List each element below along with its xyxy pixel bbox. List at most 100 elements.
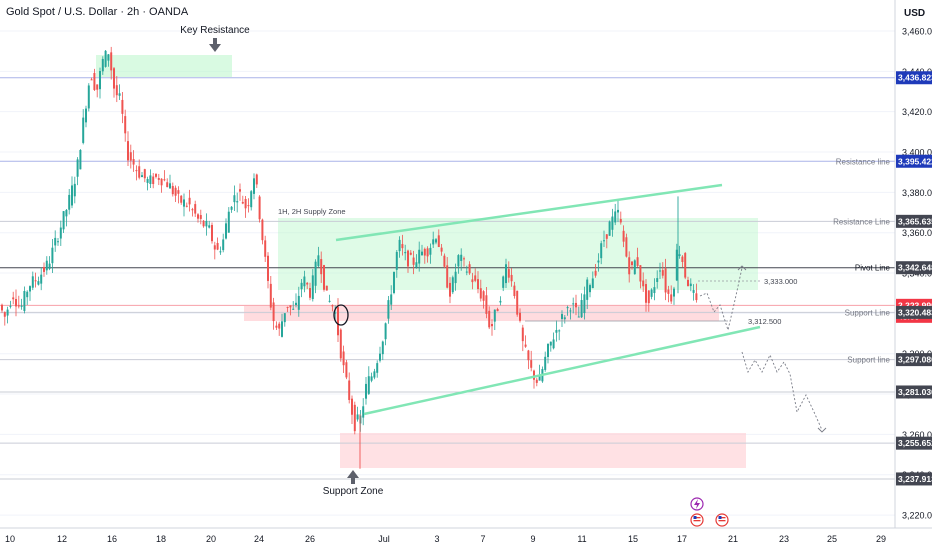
price-line-label: Pivot Line — [855, 264, 891, 273]
candle-body — [328, 300, 331, 302]
candle-body — [233, 195, 236, 203]
candle-body — [99, 70, 101, 90]
candle-body — [325, 285, 328, 291]
flag-stripe — [718, 520, 726, 522]
candle-body — [617, 209, 619, 213]
candle-body — [306, 282, 309, 285]
candle-body — [645, 284, 647, 303]
candle-body — [589, 285, 591, 293]
price-axis-badge[interactable] — [896, 353, 932, 367]
x-tick-label: 21 — [728, 534, 738, 544]
price-axis-badge-value: 3,255.652 — [898, 438, 932, 448]
price-axis-badge[interactable] — [896, 214, 932, 228]
price-axis-badge[interactable] — [896, 472, 932, 486]
candle-body — [113, 68, 115, 89]
candle-body — [37, 281, 40, 285]
candle-body — [250, 191, 253, 208]
candle-body — [619, 219, 622, 223]
price-axis-badge[interactable] — [896, 436, 932, 450]
price-axis[interactable]: 3,220.0003,240.0003,260.0003,280.0003,30… — [894, 0, 932, 528]
candle-body — [639, 265, 642, 282]
candle-body — [68, 194, 71, 210]
candle-body — [199, 215, 202, 219]
price-axis-badge-value: 3,237.913 — [898, 474, 932, 484]
candle-body — [675, 249, 678, 281]
price-axis-badge-value: 3,365.635 — [898, 216, 932, 226]
candle-body — [177, 190, 180, 194]
candle-body — [479, 288, 482, 299]
price-axis-badge[interactable] — [896, 71, 932, 85]
candle-body — [575, 302, 577, 308]
candle-body — [597, 260, 600, 263]
candle-body — [275, 325, 278, 328]
candle-body — [174, 187, 177, 196]
y-tick-label: 3,380.000 — [902, 188, 932, 198]
price-axis-badge[interactable] — [896, 261, 932, 275]
chart-title: Gold Spot / U.S. Dollar · 2h · OANDA — [6, 6, 189, 18]
candle-body — [202, 220, 205, 227]
support-zone-label: Support Zone — [323, 486, 384, 497]
price-line-label: Resistance Line — [833, 217, 890, 226]
candle-body — [205, 220, 208, 227]
candle-body — [107, 54, 110, 61]
candle-body — [488, 310, 491, 328]
candle-body — [390, 294, 393, 305]
candle-body — [15, 298, 17, 307]
candle-body — [303, 276, 306, 287]
candle-body — [404, 252, 407, 254]
candle-body — [692, 290, 695, 293]
zones — [96, 55, 758, 468]
candle-body — [353, 404, 356, 432]
candle-body — [465, 271, 468, 273]
candle-body — [227, 211, 230, 233]
price-axis-badge-value: 3,323.990 — [898, 300, 932, 310]
candle-body — [451, 277, 454, 293]
candle-body — [48, 263, 51, 269]
candle-body — [555, 330, 558, 333]
candle-body — [407, 250, 409, 267]
candle-body — [381, 341, 384, 355]
candle-body — [261, 219, 264, 241]
x-tick-label: 20 — [206, 534, 216, 544]
price-axis-badge[interactable] — [896, 305, 932, 319]
candle-body — [631, 261, 633, 266]
candle-body — [90, 79, 93, 81]
price-axis-badge[interactable] — [896, 385, 932, 399]
candle-body — [244, 198, 247, 209]
candle-body — [96, 84, 99, 90]
y-tick-label: 3,420.000 — [902, 107, 932, 117]
candle-body — [34, 280, 37, 282]
price-axis-badge[interactable] — [896, 154, 932, 168]
candle-body — [642, 280, 645, 287]
candle-body — [552, 339, 555, 349]
candle-body — [194, 204, 197, 214]
candle-body — [124, 116, 127, 134]
candle-body — [625, 237, 628, 257]
time-axis[interactable]: 10 12 16 18 20 24 26 Jul 3 7 9 11 15 17 21 23 25 29 — [0, 527, 932, 544]
candle-body — [295, 302, 297, 306]
candle-body — [689, 283, 692, 287]
currency-label[interactable]: USD — [904, 8, 926, 19]
flag-canton — [693, 516, 697, 519]
x-tick-label: 10 — [5, 534, 15, 544]
y-tick-label: 3,360.000 — [902, 228, 932, 238]
candle-body — [687, 279, 689, 286]
candle-body — [547, 343, 549, 357]
candle-body — [636, 257, 639, 266]
candle-body — [54, 237, 57, 246]
candle-body — [569, 310, 572, 312]
candle-body — [499, 300, 502, 303]
candle-body — [1, 304, 3, 311]
candle-body — [191, 209, 194, 211]
candle-body — [491, 324, 493, 327]
candle-body — [538, 374, 541, 381]
candle-body — [561, 314, 563, 320]
candle-body — [605, 234, 608, 239]
candle-body — [468, 264, 471, 274]
candle-body — [146, 179, 149, 183]
candle-body — [213, 245, 216, 250]
supply-zone-label: 1H, 2H Supply Zone — [278, 207, 346, 216]
arrow-up-icon — [347, 470, 359, 484]
candle-body — [351, 398, 353, 415]
